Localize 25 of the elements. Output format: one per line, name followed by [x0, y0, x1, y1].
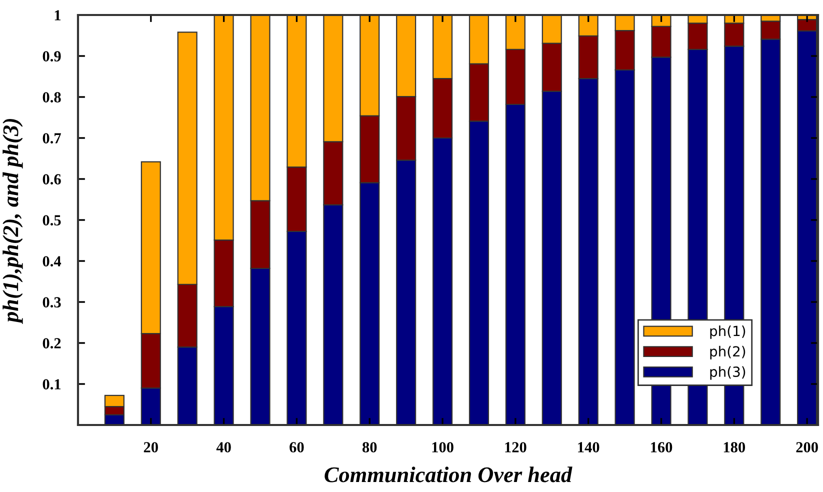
legend-label: ph(1) [710, 325, 746, 339]
legend-label: ph(2) [710, 346, 746, 360]
y-tick-label: 0.7 [42, 133, 61, 144]
y-tick-label: 0.4 [42, 256, 62, 267]
y-tick-label: 0.1 [42, 379, 61, 390]
legend-label: ph(3) [710, 366, 746, 380]
y-tick-label: 0.2 [42, 338, 61, 349]
x-tick-label: 60 [290, 442, 304, 452]
y-tick-label: 0.9 [42, 51, 61, 62]
x-axis-title: Communication Over head [324, 466, 572, 482]
x-tick-label: 120 [505, 442, 526, 452]
x-tick-label: 20 [144, 442, 158, 452]
x-tick-label: 40 [216, 442, 231, 452]
x-tick-label: 100 [432, 442, 454, 452]
y-tick-label: 0.5 [42, 215, 61, 226]
x-tick-label: 180 [724, 442, 746, 452]
x-tick-label: 140 [578, 442, 600, 452]
y-tick-label: 0.8 [42, 92, 61, 103]
x-tick-label: 200 [796, 442, 818, 452]
y-tick-label: 1 [54, 10, 61, 20]
x-tick-label: 80 [362, 442, 377, 452]
y-tick-label: 0.3 [42, 297, 61, 308]
y-axis-title: ph(1),ph(2), and ph(3) [2, 118, 23, 324]
y-tick-label: 0.6 [42, 174, 61, 185]
x-tick-label: 160 [651, 442, 672, 452]
